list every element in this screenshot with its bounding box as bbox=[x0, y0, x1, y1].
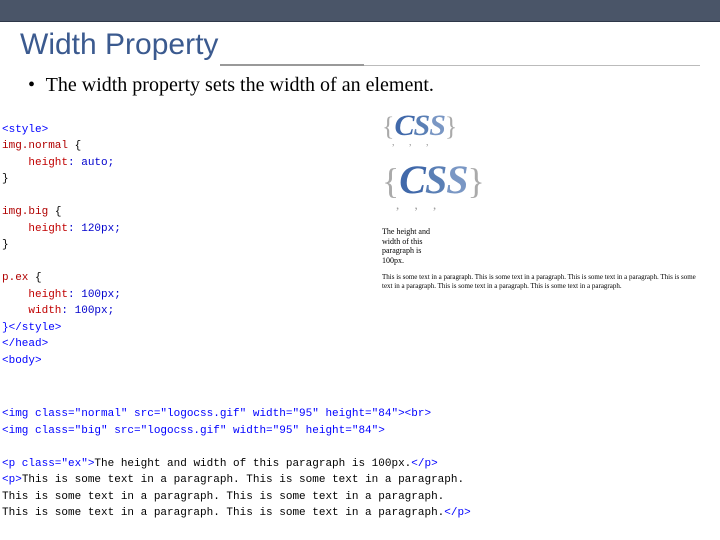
css-logo-big: {CSS} , , , bbox=[382, 156, 485, 213]
title-underline bbox=[220, 64, 700, 66]
code-sel1: img.normal bbox=[2, 140, 68, 152]
render-column: {CSS} , , , {CSS} , , , The height and w… bbox=[382, 105, 712, 386]
code-rule3b-prop: width bbox=[2, 305, 61, 317]
rendered-p-ex: The height and width of this paragraph i… bbox=[382, 227, 442, 265]
content-row: <style> img.normal { height: auto; } img… bbox=[0, 105, 720, 386]
code-rule3a-prop: height bbox=[2, 289, 68, 301]
code-img1: <img class="normal" src="logocss.gif" wi… bbox=[2, 408, 431, 420]
code-style-open: <style> bbox=[2, 124, 48, 136]
title-area: Width Property bbox=[0, 22, 720, 68]
slide-title: Width Property bbox=[20, 28, 700, 62]
code-body-open: <body> bbox=[2, 355, 42, 367]
code-head-close: </head> bbox=[2, 338, 48, 350]
code-rule2-prop: height bbox=[2, 223, 68, 235]
bottom-code-block: <img class="normal" src="logocss.gif" wi… bbox=[0, 390, 720, 522]
code-img2: <img class="big" src="logocss.gif" width… bbox=[2, 425, 385, 437]
code-column: <style> img.normal { height: auto; } img… bbox=[2, 105, 372, 386]
rendered-p-flow: This is some text in a paragraph. This i… bbox=[382, 273, 702, 291]
decorative-top-bar bbox=[0, 0, 720, 22]
code-sel2: img.big bbox=[2, 206, 48, 218]
bullet-text: The width property sets the width of an … bbox=[46, 74, 434, 96]
code-sel3: p.ex bbox=[2, 272, 28, 284]
bullet-line: • The width property sets the width of a… bbox=[0, 68, 720, 105]
bullet-marker: • bbox=[28, 74, 35, 97]
code-style-close: }</style> bbox=[2, 322, 61, 334]
code-rule1-prop: height bbox=[2, 157, 68, 169]
css-logo-normal: {CSS} , , , bbox=[382, 109, 457, 148]
